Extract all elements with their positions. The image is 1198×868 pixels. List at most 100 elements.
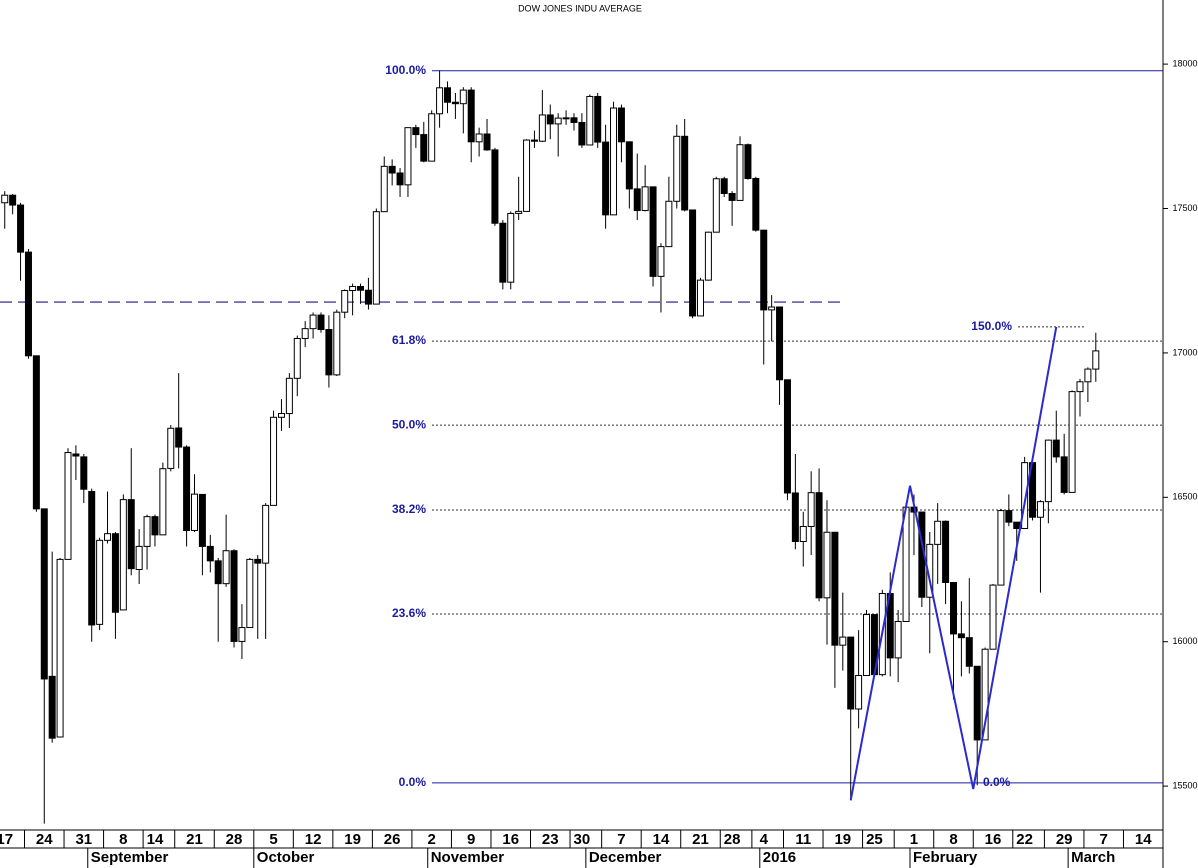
candle-body	[973, 665, 981, 741]
candle-body	[712, 178, 720, 233]
candle-body	[317, 314, 325, 331]
x-tick-label: 16	[502, 831, 519, 848]
candle-body	[285, 377, 293, 415]
x-tick-label: 29	[1056, 831, 1073, 848]
candle-body	[665, 200, 673, 248]
candle-body	[649, 186, 657, 277]
x-tick-label: 17	[0, 831, 13, 848]
candle-body	[198, 493, 206, 547]
candle-body	[135, 545, 143, 571]
candle-body	[1068, 391, 1076, 493]
month-label: March	[1071, 849, 1115, 866]
candle-body	[190, 493, 198, 532]
low-label: 0.0%	[983, 775, 1011, 789]
candle-body	[175, 427, 183, 448]
candle-body	[523, 139, 531, 212]
candle-body	[9, 194, 17, 206]
candle-body	[823, 531, 831, 599]
candle-body	[744, 144, 752, 179]
x-tick-label: 11	[795, 831, 811, 848]
candle-body	[333, 311, 341, 376]
fib-label: 61.8%	[392, 333, 426, 347]
candle-body	[404, 127, 412, 186]
x-tick-label: 14	[653, 831, 670, 848]
x-tick-label: 8	[119, 831, 127, 848]
candle-body	[570, 117, 578, 123]
candle-body	[56, 558, 64, 738]
candle-body	[111, 533, 119, 613]
x-tick-label: 4	[760, 831, 769, 848]
candle-body	[96, 539, 104, 625]
candle-body	[610, 107, 618, 216]
x-tick-label: 2	[428, 831, 436, 848]
pattern-line	[849, 326, 1058, 801]
candle-body	[578, 121, 586, 146]
candle-body	[341, 290, 349, 313]
candle-body	[1092, 350, 1100, 370]
candle-body	[254, 558, 262, 564]
candle-body	[902, 506, 910, 622]
candle-body	[309, 314, 317, 330]
candle-body	[222, 550, 230, 585]
candle-body	[981, 648, 989, 741]
candle-body	[451, 101, 459, 105]
candle-body	[894, 620, 902, 659]
x-tick-label: 21	[692, 831, 709, 848]
candle-body	[949, 582, 957, 635]
candle-body	[847, 636, 855, 710]
x-tick-label: 21	[186, 831, 203, 848]
x-tick-label: 25	[866, 831, 883, 848]
candle-body	[17, 204, 25, 253]
x-tick-label: 26	[384, 831, 401, 848]
candle-body	[594, 95, 602, 143]
candle-body	[88, 491, 96, 626]
x-tick-label: 30	[574, 831, 591, 848]
candle-body	[475, 133, 483, 143]
candle-body	[1084, 368, 1092, 383]
x-tick-label: 12	[305, 831, 322, 848]
candle-body	[507, 212, 515, 283]
fib-label: 50.0%	[392, 417, 426, 431]
candle-body	[1052, 439, 1060, 458]
candle-body	[728, 192, 736, 201]
candle-body	[499, 222, 507, 283]
candle-body	[768, 306, 776, 311]
x-tick-label: 5	[269, 831, 277, 848]
candle-body	[436, 87, 444, 115]
candle-body	[554, 117, 562, 125]
candle-body	[380, 165, 388, 213]
candle-body	[515, 210, 523, 214]
candle-body	[530, 139, 538, 142]
x-tick-label: 1	[910, 831, 918, 848]
candle-body	[467, 89, 475, 143]
candle-body	[562, 117, 570, 120]
x-tick-label: 23	[542, 831, 559, 848]
fib-label: 0.0%	[399, 775, 427, 789]
candle-body	[538, 114, 546, 142]
candle-body	[752, 177, 760, 231]
month-label: December	[589, 849, 662, 866]
candle-body	[1021, 462, 1029, 529]
candle-body	[673, 135, 681, 202]
candle-body	[807, 492, 815, 527]
candle-body	[586, 95, 594, 146]
candle-body	[1076, 381, 1084, 393]
candle-body	[372, 211, 380, 305]
candle-body	[388, 165, 396, 174]
candle-body	[783, 379, 791, 494]
month-label: September	[91, 849, 169, 866]
x-tick-label: 24	[36, 831, 53, 848]
candle-body	[815, 492, 823, 599]
candle-body	[143, 516, 151, 547]
candle-body	[349, 285, 357, 292]
candle-body	[214, 560, 222, 585]
candle-body	[183, 446, 191, 532]
candle-body	[760, 229, 768, 311]
candle-body	[206, 545, 214, 562]
candle-body	[657, 246, 665, 277]
chart-title: DOW JONES INDU AVERAGE	[518, 3, 642, 13]
candle-body	[483, 133, 491, 151]
x-tick-label: 9	[467, 831, 475, 848]
candle-body	[364, 289, 372, 305]
candle-body	[736, 144, 744, 201]
